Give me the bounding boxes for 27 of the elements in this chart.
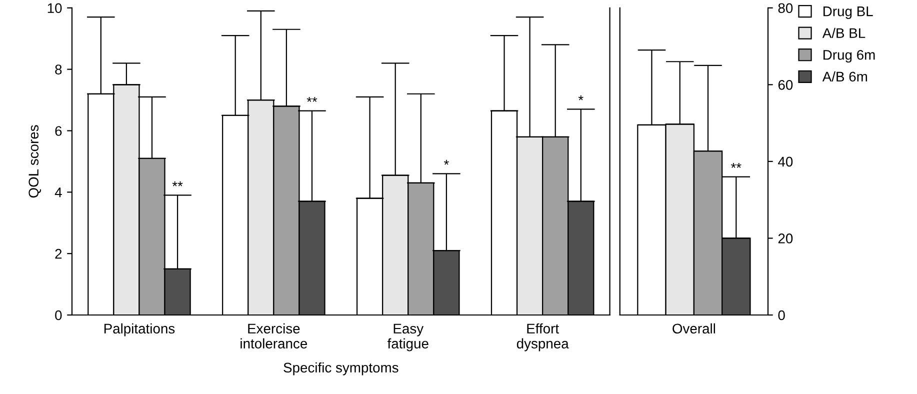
y-tick-label: 0 [55, 310, 62, 320]
annotation: ** [306, 96, 318, 102]
x-axis-title: Specific symptoms [284, 362, 398, 376]
annotation: ** [730, 162, 742, 168]
y-tick-label: 60 [778, 80, 793, 90]
x-tick-label: Effort dyspnea [516, 323, 569, 352]
legend-label: Drug BL [824, 6, 873, 19]
y-tick-label: 80 [778, 3, 793, 14]
legend-label: A/B BL [822, 28, 866, 38]
y-tick-label: 40 [778, 156, 793, 167]
y-tick-label: 6 [55, 126, 62, 136]
x-tick-label: Overall [672, 323, 716, 334]
annotation: ** [172, 181, 183, 186]
x-tick-label: Exercise intolerance [240, 323, 308, 348]
y-axis-title: QOL scores [28, 125, 41, 198]
legend-label: Drug 6m [824, 50, 875, 63]
x-tick-label: Easy fatigue [387, 324, 428, 352]
x-tick-label: Palpitations [104, 323, 175, 336]
legend-label: A/B 6m [822, 71, 867, 82]
y-tick-label: 20 [778, 234, 793, 244]
y-tick-label: 8 [55, 64, 62, 74]
y-tick-label: 0 [778, 310, 785, 320]
annotation: * [444, 160, 449, 165]
y-tick-label: 2 [55, 248, 62, 259]
annotation: * [578, 95, 584, 100]
y-tick-label: 10 [48, 3, 62, 14]
y-tick-label: 4 [54, 188, 62, 198]
